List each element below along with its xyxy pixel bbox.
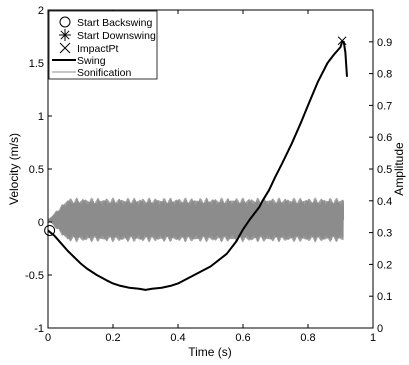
y-left-tick-label: 2 (38, 5, 44, 17)
legend-label: Start Downswing (77, 30, 156, 42)
circle-marker-icon (59, 16, 71, 28)
x-tick-label: 0.8 (300, 332, 315, 344)
impactpt-marker (337, 36, 347, 46)
x-tick-label: 0.4 (170, 332, 185, 344)
legend-item-start-downswing: Start Downswing (59, 29, 156, 42)
legend-label: Swing (77, 55, 106, 67)
y-right-tick-label: 0.7 (377, 100, 392, 112)
y-right-tick-label: 0.5 (377, 164, 392, 176)
legend-item-swing: Swing (52, 55, 106, 67)
y-left-tick-label: 0.5 (29, 164, 44, 176)
y-right-tick-label: 0.9 (377, 37, 392, 49)
sonification-line (47, 197, 345, 243)
legend-item-start-backswing: Start Backswing (59, 16, 152, 29)
x-axis-label: Time (s) (188, 345, 232, 359)
y-right-tick-label: 0 (377, 323, 383, 335)
x-tick-label: 0.2 (105, 332, 120, 344)
y-right-tick-label: 0.1 (377, 291, 392, 303)
y-axis-right: 0 0.1 0.2 0.3 0.4 0.5 0.6 0.7 0.8 0.9 (369, 37, 392, 335)
legend-label: Sonification (77, 67, 131, 79)
y-axis-left-label: Velocity (m/s) (7, 133, 21, 205)
start-backswing-marker (44, 224, 56, 236)
sonification-layer (47, 197, 345, 243)
x-marker-icon (59, 42, 71, 54)
legend-label: Start Backswing (77, 17, 152, 29)
y-left-tick-label: -0.5 (25, 270, 44, 282)
legend-label: ImpactPt (77, 43, 119, 55)
y-right-tick-label: 0.4 (377, 196, 392, 208)
asterisk-marker-icon (59, 29, 71, 41)
y-right-tick-label: 0.2 (377, 259, 392, 271)
x-tick-label: 0 (45, 332, 51, 344)
y-axis-right-label: Amplitude (392, 142, 406, 196)
legend-item-sonification: Sonification (52, 67, 131, 79)
y-right-tick-label: 0.3 (377, 228, 392, 240)
y-left-tick-label: 1.5 (29, 58, 44, 70)
swing-line (47, 40, 348, 291)
y-left-tick-label: 0 (38, 217, 44, 229)
y-left-tick-label: 1 (38, 111, 44, 123)
legend-box (48, 10, 158, 80)
x-axis: 0 0.2 0.4 0.6 0.8 1 (45, 10, 376, 344)
legend-item-impactpt: ImpactPt (59, 42, 119, 55)
x-tick-label: 1 (370, 332, 376, 344)
swing-layer (47, 40, 348, 291)
legend: Start Backswing Start Downswing ImpactPt… (48, 10, 158, 80)
x-tick-label: 0.6 (235, 332, 250, 344)
y-right-tick-label: 0.8 (377, 69, 392, 81)
y-right-tick-label: 0.6 (377, 132, 392, 144)
y-left-tick-label: -1 (34, 323, 44, 335)
marker-layer (44, 36, 347, 236)
